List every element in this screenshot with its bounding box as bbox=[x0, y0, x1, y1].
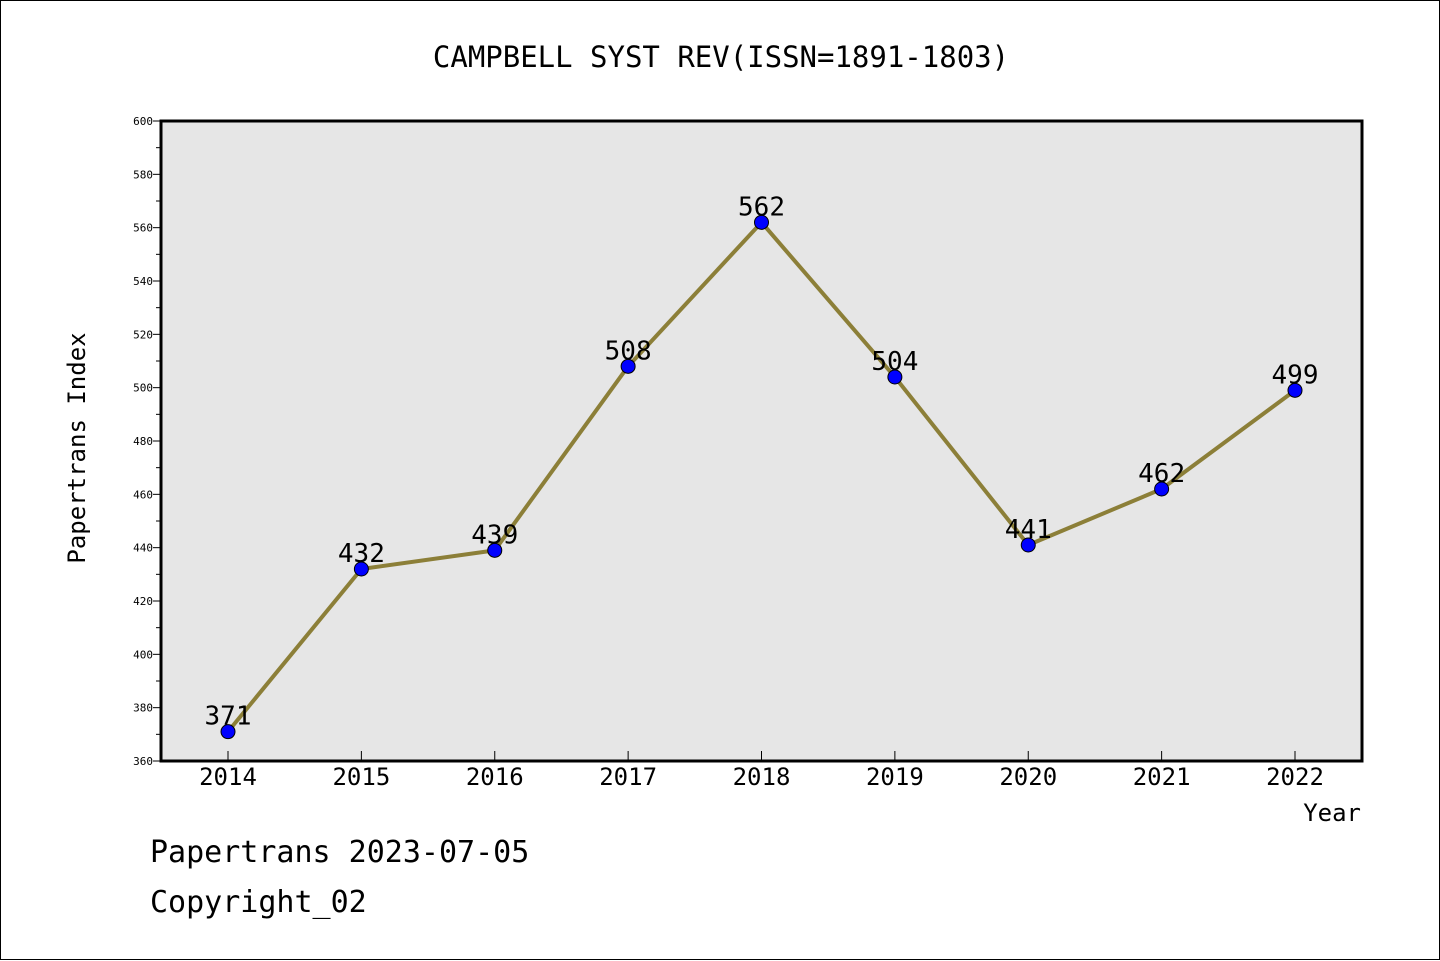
x-axis: 2014 2015 2016 2017 2018 2019 2020 2021 2022 bbox=[199, 751, 1324, 791]
data-label: 441 bbox=[1005, 515, 1052, 545]
x-axis-label: Year bbox=[1303, 799, 1361, 827]
y-tick-label: 480 bbox=[133, 435, 153, 448]
data-point bbox=[887, 369, 903, 385]
data-point bbox=[487, 542, 503, 558]
series-group: 371 432 439 508 562 504 441 462 499 bbox=[205, 192, 1319, 740]
data-point bbox=[1020, 537, 1036, 553]
y-tick-label: 520 bbox=[133, 328, 153, 341]
x-tick-label: 2014 bbox=[199, 763, 257, 791]
y-tick-label: 540 bbox=[133, 275, 153, 288]
footer-copyright: Copyright_02 bbox=[150, 885, 367, 920]
data-label: 508 bbox=[605, 336, 652, 366]
data-label: 439 bbox=[471, 520, 518, 550]
x-tick-label: 2021 bbox=[1133, 763, 1191, 791]
y-tick-label: 380 bbox=[133, 702, 153, 715]
y-tick-label: 460 bbox=[133, 488, 153, 501]
x-tick-label: 2022 bbox=[1266, 763, 1324, 791]
x-tick-label: 2015 bbox=[332, 763, 390, 791]
data-label: 462 bbox=[1138, 459, 1185, 489]
x-tick-label: 2017 bbox=[599, 763, 657, 791]
x-tick-label: 2020 bbox=[999, 763, 1057, 791]
data-label: 504 bbox=[871, 347, 918, 377]
data-point bbox=[220, 724, 236, 740]
y-tick-label: 420 bbox=[133, 595, 153, 608]
y-axis: 360 380 400 420 440 460 480 500 520 540 560 580 600 bbox=[133, 115, 161, 768]
data-label: 499 bbox=[1272, 360, 1319, 390]
y-tick-label: 560 bbox=[133, 222, 153, 235]
data-point bbox=[620, 358, 636, 374]
y-tick-label: 600 bbox=[133, 115, 153, 128]
y-tick-label: 400 bbox=[133, 648, 153, 661]
y-tick-label: 440 bbox=[133, 542, 153, 555]
data-point bbox=[1287, 382, 1303, 398]
data-point bbox=[353, 561, 369, 577]
x-tick-label: 2016 bbox=[466, 763, 524, 791]
x-tick-label: 2019 bbox=[866, 763, 924, 791]
data-label: 432 bbox=[338, 539, 385, 569]
footer-date: Papertrans 2023-07-05 bbox=[150, 835, 530, 870]
x-tick-label: 2018 bbox=[733, 763, 791, 791]
y-tick-label: 360 bbox=[133, 755, 153, 768]
y-tick-label: 500 bbox=[133, 382, 153, 395]
y-tick-label: 580 bbox=[133, 168, 153, 181]
data-point bbox=[1154, 481, 1170, 497]
y-axis-label: Papertrans Index bbox=[63, 332, 91, 563]
chart-title: CAMPBELL SYST REV(ISSN=1891-1803) bbox=[433, 40, 1009, 74]
data-label: 371 bbox=[205, 702, 252, 732]
data-label: 562 bbox=[738, 192, 785, 222]
data-point bbox=[754, 214, 769, 230]
